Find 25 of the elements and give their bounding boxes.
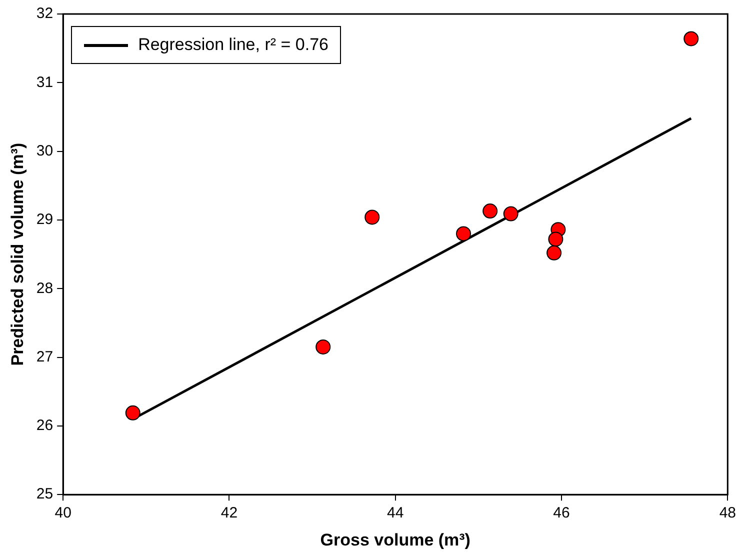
y-tick-label: 30 — [36, 142, 54, 160]
y-tick-label: 27 — [36, 348, 54, 366]
point — [548, 232, 564, 247]
x-tick-label: 48 — [719, 504, 736, 522]
x-axis-title: Gross volume (m³) — [320, 530, 470, 550]
point — [364, 210, 380, 225]
point — [482, 204, 498, 219]
x-tick-label: 42 — [220, 504, 238, 522]
y-axis-title: Predicted solid volume (m³) — [8, 142, 27, 366]
point — [456, 226, 471, 242]
point — [503, 206, 518, 222]
y-tick-label: 25 — [36, 486, 54, 503]
y-tick-label: 32 — [36, 5, 54, 22]
x-tick-label: 46 — [553, 504, 570, 522]
y-tick-label: 29 — [36, 211, 54, 228]
y-tick-label: 26 — [36, 417, 54, 434]
x-tick-label: 44 — [387, 504, 404, 522]
y-tick-label: 31 — [36, 74, 54, 91]
point — [684, 31, 699, 46]
point — [546, 245, 562, 260]
point — [125, 405, 140, 420]
y-tick-label: 28 — [36, 280, 54, 297]
x-tick-label: 40 — [54, 504, 72, 522]
legend-label: Regression line, r² = 0.76 — [138, 35, 328, 55]
point — [316, 339, 331, 354]
